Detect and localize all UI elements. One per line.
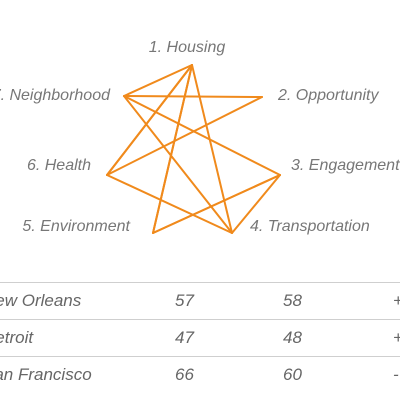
value-cell: 60	[283, 365, 302, 384]
table-row: New Orleans 57 58 +	[0, 282, 400, 319]
city-cell: Detroit	[0, 328, 34, 347]
radar-line-segment	[123, 95, 263, 98]
radar-line-segment	[123, 95, 233, 234]
radar-line-segment	[106, 96, 263, 176]
trend-cell: +	[393, 291, 400, 311]
radar-chart-svg: 1. Housing 2. Opportunity 3. Engagement …	[0, 39, 400, 235]
radar-lines	[106, 64, 281, 234]
value-cell: 48	[283, 328, 302, 347]
table-row: San Francisco 66 60 -	[0, 356, 400, 393]
axis-label-opportunity: 2. Opportunity	[277, 87, 380, 104]
value-cell: 47	[175, 328, 194, 347]
city-cell: San Francisco	[0, 365, 92, 384]
axis-label-environment: 5. Environment	[22, 218, 130, 235]
radar-line-segment	[106, 174, 233, 234]
radar-line-segment	[191, 64, 233, 234]
radar-line-segment	[106, 64, 193, 176]
radar-line-segment	[123, 95, 281, 176]
value-cell: 58	[283, 291, 302, 310]
city-cell: New Orleans	[0, 291, 82, 310]
axis-label-transportation: 4. Transportation	[250, 218, 370, 235]
axis-label-health: 6. Health	[27, 157, 91, 174]
radar-chart: 1. Housing 2. Opportunity 3. Engagement …	[0, 39, 400, 235]
radar-line-segment	[152, 64, 193, 234]
radar-line-segment	[231, 174, 281, 234]
value-cell: 66	[175, 365, 194, 384]
axis-label-housing: 1. Housing	[149, 39, 226, 56]
trend-cell: -	[393, 365, 399, 384]
axis-label-engagement: 3. Engagement	[291, 157, 400, 174]
value-cell: 57	[175, 291, 194, 310]
radar-line-segment	[123, 64, 193, 97]
city-table: New Orleans 57 58 + Detroit 47 48 + San …	[0, 282, 400, 400]
trend-cell: +	[393, 328, 400, 348]
axis-label-neighborhood: 7. Neighborhood	[0, 87, 111, 104]
table-row: Detroit 47 48 +	[0, 319, 400, 356]
radar-line-segment	[152, 174, 281, 234]
